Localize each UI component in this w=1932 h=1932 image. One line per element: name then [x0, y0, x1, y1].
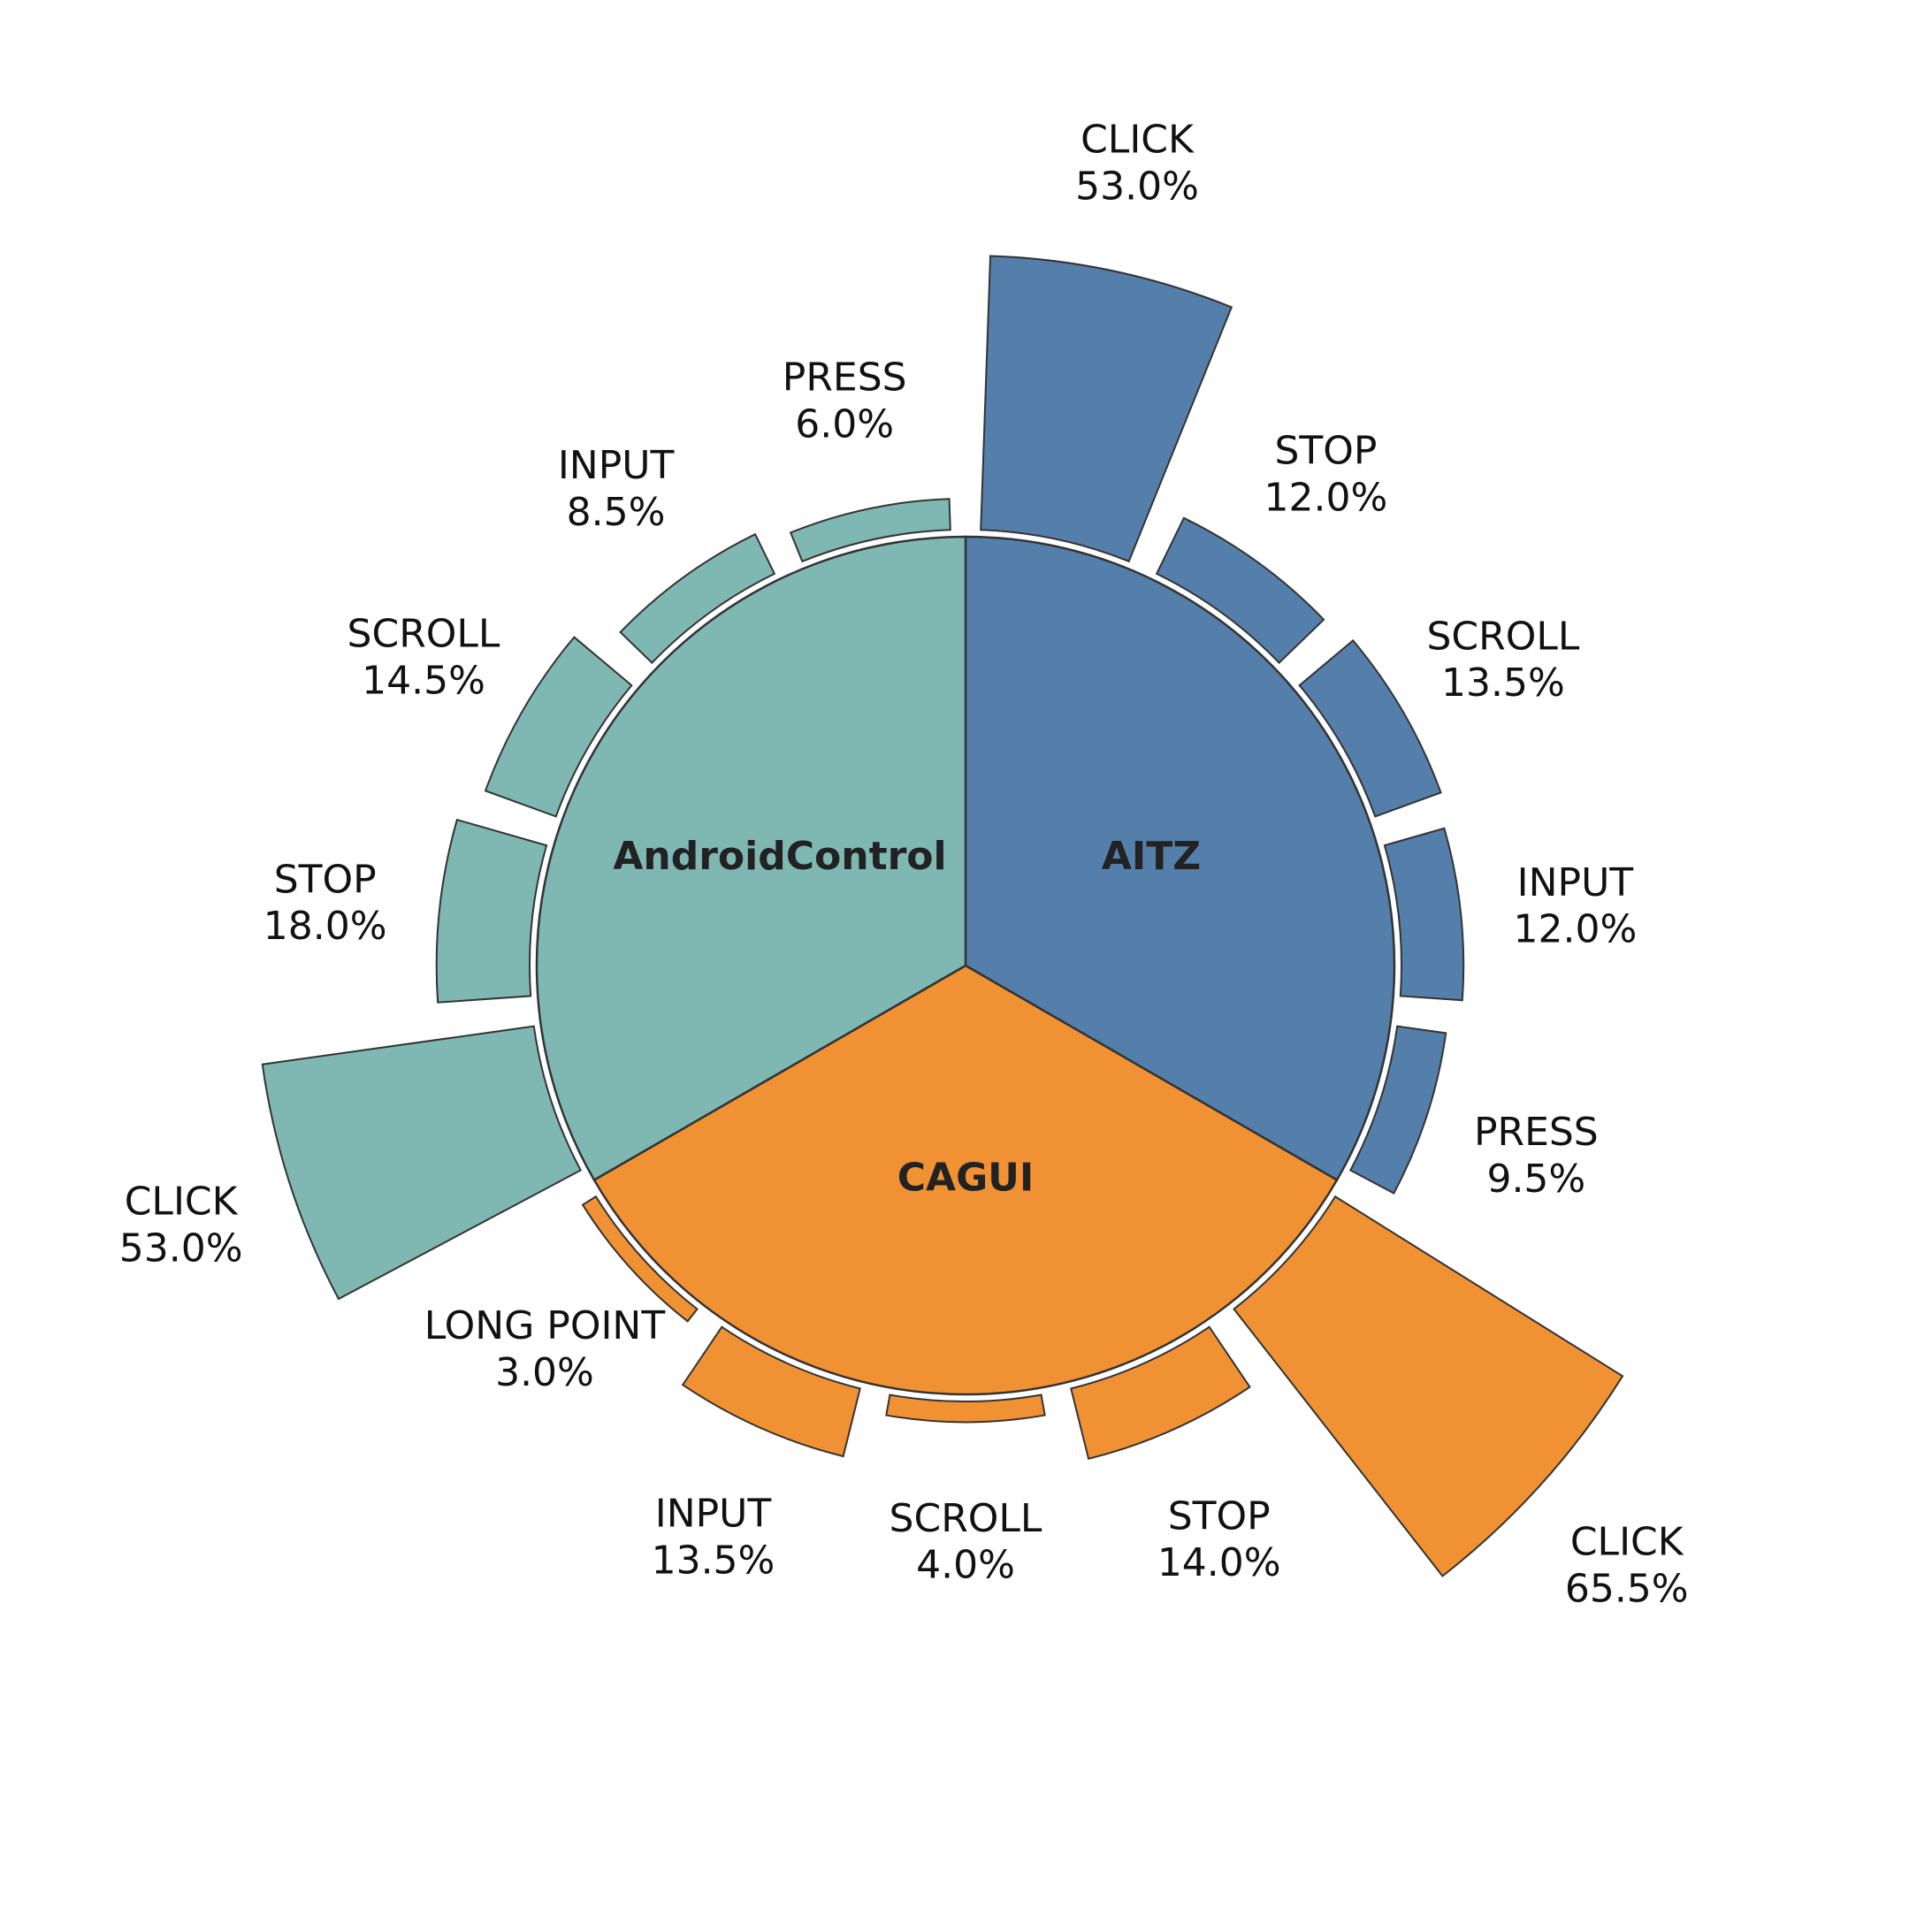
bar-label: STOP 18.0%: [263, 857, 387, 949]
bar-cagui-input: [681, 1325, 861, 1458]
bar-label: SCROLL 14.5%: [347, 611, 500, 703]
group-label-aitz: AITZ: [1102, 834, 1201, 879]
bar-cagui-stop: [1070, 1325, 1251, 1461]
bar-cagui-click: [1233, 1195, 1624, 1577]
bar-aitz-scroll: [1298, 638, 1442, 818]
pie-slice-cagui: [592, 964, 1339, 1396]
bar-label: STOP 14.0%: [1157, 1493, 1281, 1585]
bar-label: STOP 12.0%: [1264, 429, 1388, 521]
bar-label: CLICK 53.0%: [119, 1180, 243, 1271]
bar-cagui-long-point: [581, 1195, 699, 1323]
bar-label: PRESS 9.5%: [1474, 1110, 1599, 1202]
radial-bars: [261, 255, 1624, 1577]
bar-cagui-scroll: [885, 1394, 1046, 1424]
bar-androidcontrol-input: [619, 532, 776, 664]
bar-label: INPUT 8.5%: [558, 443, 675, 535]
group-label-cagui: CAGUI: [897, 1156, 1035, 1201]
pie-slices: [535, 535, 1396, 1396]
bar-aitz-stop: [1155, 516, 1325, 664]
bar-androidcontrol-stop: [435, 818, 548, 1004]
bar-label: CLICK 53.0%: [1075, 118, 1199, 210]
bar-label: LONG POINT 3.0%: [424, 1303, 666, 1395]
bar-label: INPUT 13.5%: [652, 1492, 775, 1584]
bar-aitz-press: [1348, 1025, 1447, 1195]
bar-androidcontrol-press: [789, 498, 951, 563]
bar-androidcontrol-click: [261, 1025, 583, 1301]
group-label-androidcontrol: AndroidControl: [613, 834, 946, 879]
bar-label: INPUT 12.0%: [1514, 860, 1638, 952]
bar-label: PRESS 6.0%: [783, 355, 907, 447]
pie-slice-androidcontrol: [535, 535, 967, 1182]
bar-label: SCROLL 4.0%: [890, 1496, 1042, 1588]
pie-slice-aitz: [964, 535, 1396, 1182]
bar-aitz-click: [980, 255, 1233, 563]
bar-label: SCROLL 13.5%: [1426, 614, 1579, 706]
bar-androidcontrol-scroll: [484, 636, 633, 818]
bar-labels: AITZ CLICK 53.0% STOP 12.0% SCROLL 13.5% INPUT 1…: [119, 118, 1689, 1612]
bar-label: CLICK 65.5%: [1565, 1520, 1689, 1612]
bar-aitz-input: [1383, 827, 1465, 1002]
